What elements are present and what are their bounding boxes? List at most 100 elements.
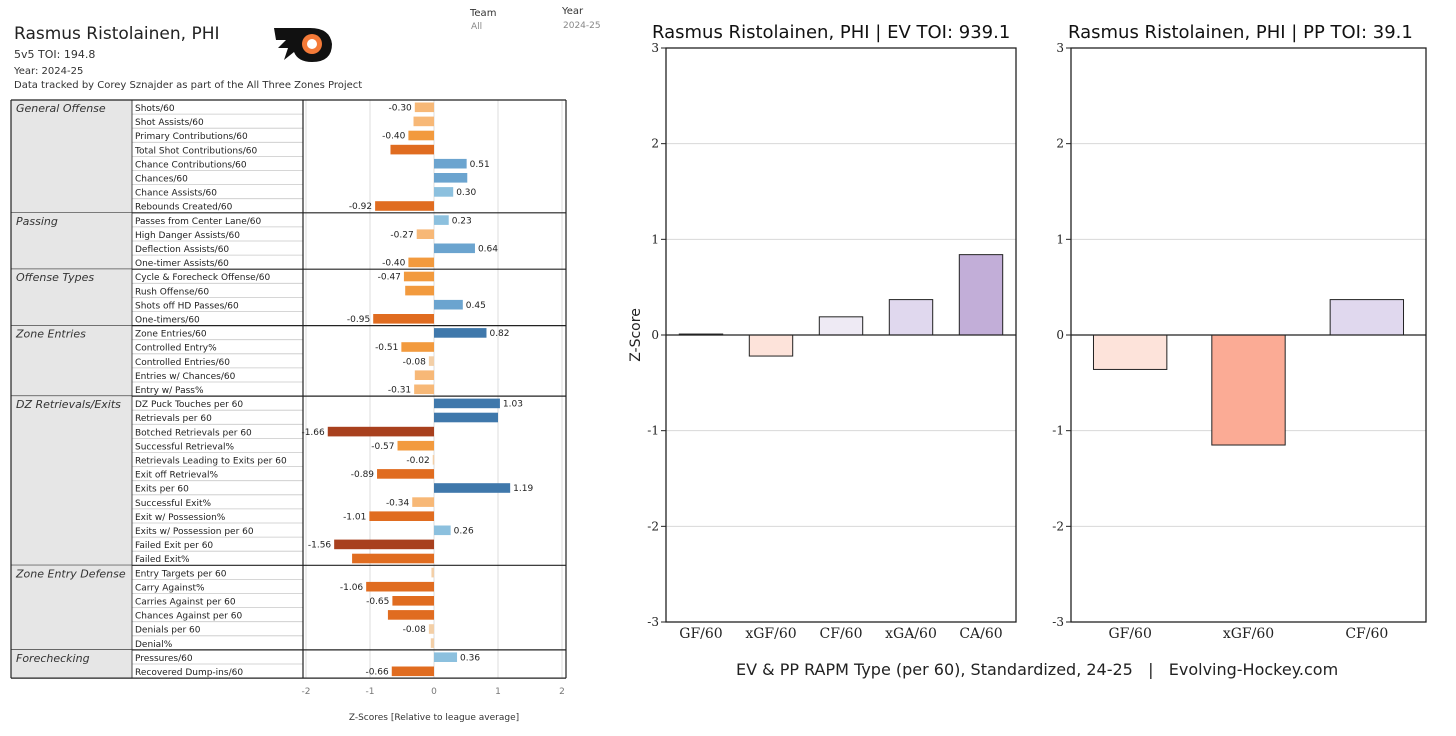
data-label: -0.57: [371, 442, 394, 452]
data-label: -1.01: [343, 512, 366, 522]
metric-label: Exits per 60: [135, 485, 189, 495]
y-axis-title: Z-Score: [628, 308, 644, 362]
bar: [434, 652, 458, 662]
y-tick-label: -2: [1052, 519, 1064, 533]
bar: [413, 116, 434, 127]
metric-label: Denial%: [135, 640, 173, 650]
metric-label: Controlled Entries/60: [135, 358, 230, 368]
data-label: 0.36: [460, 653, 480, 663]
group-cell: [11, 325, 132, 397]
toi-line: 5v5 TOI: 194.8: [14, 48, 96, 61]
metric-label: Chances/60: [135, 175, 188, 185]
metric-label: Shots off HD Passes/60: [135, 301, 239, 311]
group-label: DZ Retrievals/Exits: [16, 398, 121, 411]
bar: [414, 370, 434, 380]
group-cell: [11, 649, 132, 679]
flyers-logo-icon: [274, 28, 332, 62]
team-filter-value[interactable]: All: [471, 22, 483, 32]
bar: [392, 596, 434, 606]
rapm-bar: [1092, 334, 1168, 370]
metric-label: Rush Offense/60: [135, 287, 209, 297]
bar: [416, 229, 434, 239]
data-label: 0.82: [489, 329, 509, 339]
x-tick-label: -1: [366, 687, 375, 697]
bar: [432, 455, 435, 465]
rapm-bar: [888, 299, 934, 336]
group-cell: [11, 212, 132, 270]
data-label: 0.30: [456, 188, 476, 198]
bar: [434, 158, 467, 169]
year-filter-value[interactable]: 2024-25: [563, 21, 601, 31]
bar: [387, 610, 434, 620]
metric-label: Chance Assists/60: [135, 189, 217, 199]
metric-label: One-timer Assists/60: [135, 259, 229, 269]
rapm-bar: [1329, 299, 1405, 336]
y-tick-label: -3: [1052, 615, 1064, 629]
year-filter-label: Year: [562, 6, 584, 17]
data-label: -1.66: [301, 428, 325, 438]
metric-label: Exit off Retrieval%: [135, 471, 218, 481]
bar: [334, 539, 434, 550]
y-tick-label: -1: [1052, 424, 1064, 438]
data-label: 0.51: [470, 160, 490, 170]
metric-label: Chance Contributions/60: [135, 160, 247, 170]
bar: [434, 187, 454, 197]
metric-label: Passes from Center Lane/60: [135, 217, 261, 227]
tracked-note: Data tracked by Corey Sznajder as part o…: [14, 80, 363, 91]
metric-label: Primary Contributions/60: [135, 132, 248, 142]
bar: [431, 567, 434, 578]
metric-label: One-timers/60: [135, 316, 200, 326]
x-tick-label: 0: [431, 687, 437, 697]
team-filter-label: Team: [470, 8, 497, 19]
metric-label: Entry w/ Pass%: [135, 386, 204, 396]
bar: [327, 426, 434, 437]
metric-label: Successful Retrieval%: [135, 442, 234, 452]
data-label: -0.40: [382, 259, 406, 269]
metric-label: Controlled Entry%: [135, 344, 217, 354]
bar: [403, 271, 434, 282]
rapm-bar: [958, 254, 1004, 336]
data-label: -0.47: [378, 273, 401, 283]
bar: [391, 666, 434, 677]
data-label: 0.26: [454, 527, 474, 537]
y-tick-label: -2: [647, 519, 659, 533]
group-label: Passing: [16, 215, 58, 228]
bar: [414, 384, 434, 395]
y-tick-label: 3: [1056, 41, 1064, 55]
x-tick-label: CF/60: [820, 626, 863, 642]
data-label: -0.08: [403, 357, 427, 367]
group-label: General Offense: [16, 102, 106, 115]
data-label: -0.34: [386, 498, 410, 508]
x-tick-label: GF/60: [679, 626, 722, 642]
bar: [434, 328, 487, 338]
all-three-zones-card: Rasmus Ristolainen, PHI 5v5 TOI: 194.8 Y…: [0, 0, 620, 736]
y-tick-label: 1: [1056, 232, 1064, 246]
bar: [408, 257, 434, 268]
bar: [434, 299, 463, 310]
bar: [434, 215, 449, 225]
metric-label: Pressures/60: [135, 654, 193, 664]
group-label: Zone Entries: [15, 328, 86, 341]
bar: [428, 624, 434, 634]
bar: [375, 201, 434, 211]
data-label: -0.51: [375, 343, 398, 353]
bar: [352, 553, 434, 564]
bar: [408, 130, 434, 141]
rapm-caption: EV & PP RAPM Type (per 60), Standardized…: [736, 660, 1339, 679]
group-label: Forechecking: [16, 652, 90, 665]
y-tick-label: 0: [651, 328, 659, 342]
bar: [434, 412, 498, 423]
y-tick-label: -1: [647, 424, 659, 438]
metric-label: High Danger Assists/60: [135, 231, 240, 241]
metric-label: Failed Exit%: [135, 555, 190, 565]
group-label: Offense Types: [16, 271, 94, 284]
y-tick-label: 0: [1056, 328, 1064, 342]
y-tick-label: 3: [651, 41, 659, 55]
bar: [428, 356, 434, 366]
data-label: -0.08: [403, 625, 427, 635]
metric-label: Cycle & Forecheck Offense/60: [135, 273, 270, 283]
metric-label: Rebounds Created/60: [135, 203, 233, 213]
data-label: 1.03: [503, 400, 523, 410]
metric-label: Chances Against per 60: [135, 612, 242, 622]
metric-label: Shot Assists/60: [135, 118, 204, 128]
